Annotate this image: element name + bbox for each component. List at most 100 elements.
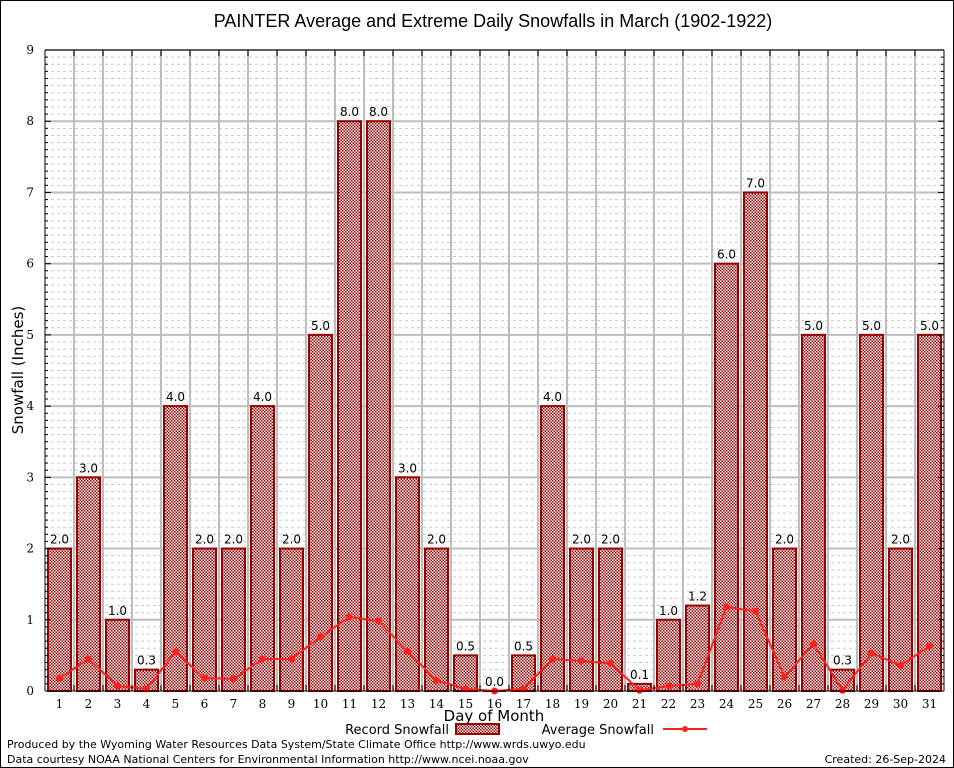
x-tick-label: 9 xyxy=(288,697,296,711)
average-point-day-13 xyxy=(404,647,411,655)
average-point-day-31 xyxy=(926,642,933,650)
bar-day-31 xyxy=(917,333,942,692)
y-tick-label: 3 xyxy=(26,470,34,484)
y-tick-label: 7 xyxy=(26,185,34,199)
bar-day-26 xyxy=(772,547,797,692)
average-point-day-9 xyxy=(288,655,295,663)
average-point-day-10 xyxy=(317,633,324,641)
data-label: 4.0 xyxy=(253,390,272,404)
average-point-day-8 xyxy=(259,655,266,663)
data-label: 4.0 xyxy=(543,390,562,404)
x-tick-label: 17 xyxy=(516,697,531,711)
data-label: 3.0 xyxy=(79,461,98,475)
x-tick-label: 23 xyxy=(690,697,705,711)
x-tick-label: 5 xyxy=(172,697,180,711)
data-label: 8.0 xyxy=(369,105,388,119)
average-point-day-29 xyxy=(868,649,875,657)
data-label: 2.0 xyxy=(427,533,446,547)
average-point-day-12 xyxy=(375,617,382,625)
bars xyxy=(47,120,942,693)
x-axis-label: Day of Month xyxy=(444,707,545,725)
bar-day-29 xyxy=(859,333,884,692)
y-tick-label: 1 xyxy=(26,613,34,627)
bar-day-14 xyxy=(424,547,449,692)
x-tick-label: 29 xyxy=(864,697,879,711)
y-tick-label: 4 xyxy=(26,399,34,413)
x-tick-label: 10 xyxy=(313,697,328,711)
data-label: 7.0 xyxy=(746,176,765,190)
x-tick-label: 2 xyxy=(85,697,93,711)
bar-day-18 xyxy=(540,405,565,692)
data-label: 4.0 xyxy=(166,390,185,404)
average-point-day-18 xyxy=(549,655,556,663)
bar-day-8 xyxy=(250,405,275,692)
x-tick-label: 25 xyxy=(748,697,763,711)
x-tick-label: 31 xyxy=(922,697,937,711)
x-tick-label: 28 xyxy=(835,697,850,711)
y-tick-label: 6 xyxy=(26,257,34,271)
average-point-day-30 xyxy=(897,661,904,669)
legend-average-label: Average Snowfall xyxy=(542,723,654,738)
chart-title: PAINTER Average and Extreme Daily Snowfa… xyxy=(214,11,773,31)
bar-day-3 xyxy=(105,618,130,692)
axes xyxy=(44,49,945,692)
data-labels: 2.0 3.0 1.0 0.3 4.0 2.0 2.0 4.0 2.0 5.0 8.0 8.0 3.0 2… xyxy=(50,105,939,689)
bar-day-1 xyxy=(47,547,72,692)
average-point-day-23 xyxy=(694,680,701,688)
bar-day-5 xyxy=(163,405,188,692)
average-point-day-24 xyxy=(723,603,730,611)
data-label: 2.0 xyxy=(195,533,214,547)
bar-day-25 xyxy=(743,191,768,692)
data-label: 5.0 xyxy=(804,319,823,333)
footer-courtesy: Data courtesy NOAA National Centers for … xyxy=(7,753,529,766)
y-tick-label: 2 xyxy=(26,542,34,556)
y-axis-label: Snowfall (Inches) xyxy=(9,306,27,434)
data-label: 5.0 xyxy=(311,319,330,333)
data-label: 1.2 xyxy=(688,590,707,604)
x-tick-label: 4 xyxy=(143,697,151,711)
legend-record-label: Record Snowfall xyxy=(345,723,449,738)
footer-created: Created: 26-Sep-2024 xyxy=(825,753,946,766)
average-point-day-19 xyxy=(578,657,585,665)
data-label: 2.0 xyxy=(601,533,620,547)
data-label: 3.0 xyxy=(398,461,417,475)
data-label: 0.3 xyxy=(137,654,156,668)
average-point-day-22 xyxy=(665,682,672,690)
x-tick-label: 18 xyxy=(545,697,560,711)
x-tick-label: 19 xyxy=(574,697,589,711)
y-tick-labels: 0 1 2 3 4 5 6 7 8 9 xyxy=(26,43,34,698)
data-label: 0.1 xyxy=(630,668,649,682)
data-label: 5.0 xyxy=(920,319,939,333)
data-label: 2.0 xyxy=(282,533,301,547)
x-tick-label: 11 xyxy=(342,697,357,711)
bar-day-27 xyxy=(801,333,826,692)
average-point-day-20 xyxy=(607,659,614,667)
data-label: 1.0 xyxy=(659,604,678,618)
average-point-day-2 xyxy=(85,655,92,663)
data-label: 2.0 xyxy=(50,533,69,547)
bar-day-9 xyxy=(279,547,304,692)
footer-produced-by: Produced by the Wyoming Water Resources … xyxy=(7,738,586,751)
bar-day-23 xyxy=(685,604,710,692)
x-tick-label: 1 xyxy=(56,697,64,711)
x-tick-label: 16 xyxy=(487,697,502,711)
bar-day-19 xyxy=(569,547,594,692)
average-point-day-27 xyxy=(810,640,817,648)
data-label: 2.0 xyxy=(891,533,910,547)
x-tick-label: 22 xyxy=(661,697,676,711)
data-label: 8.0 xyxy=(340,105,359,119)
bar-day-30 xyxy=(888,547,913,692)
y-tick-label: 0 xyxy=(26,684,34,698)
x-tick-label: 8 xyxy=(259,697,267,711)
average-point-day-25 xyxy=(752,607,759,615)
bar-day-11 xyxy=(337,120,362,692)
average-point-day-14 xyxy=(433,676,440,684)
average-point-day-1 xyxy=(56,674,63,682)
y-tick-label: 8 xyxy=(26,114,34,128)
average-point-day-21 xyxy=(636,686,643,694)
x-tick-label: 13 xyxy=(400,697,415,711)
x-tick-label: 15 xyxy=(458,697,473,711)
grid xyxy=(45,49,944,691)
data-label: 6.0 xyxy=(717,248,736,262)
